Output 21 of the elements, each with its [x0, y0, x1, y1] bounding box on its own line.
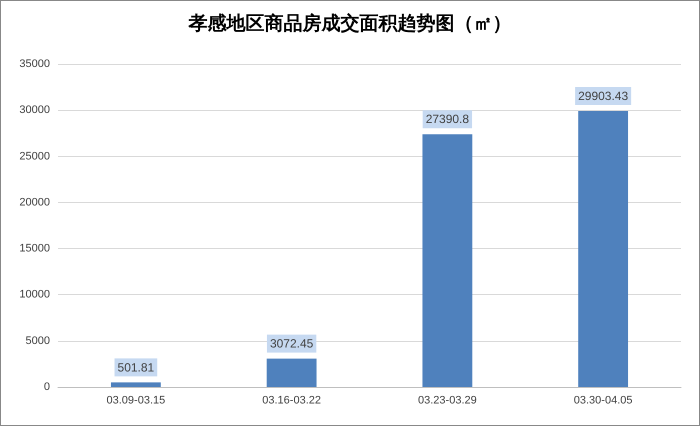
y-tick-label: 15000 [19, 242, 50, 255]
x-tick-label: 03.23-03.29 [418, 394, 477, 406]
y-tick-label: 5000 [26, 334, 50, 347]
y-tick-label: 0 [44, 381, 50, 393]
x-tick-label: 03.16-03.22 [262, 394, 321, 406]
data-label: 29903.43 [578, 89, 628, 104]
data-label: 3072.45 [270, 336, 314, 351]
data-label: 27390.8 [426, 112, 470, 126]
y-tick-label: 10000 [19, 288, 50, 301]
y-tick-label: 20000 [19, 196, 50, 208]
chart-title: 孝感地区商品房成交面积趋势图（㎡） [188, 12, 512, 34]
y-tick-label: 35000 [19, 58, 50, 70]
y-tick-label: 25000 [19, 150, 50, 162]
x-tick-label: 03.30-04.05 [574, 394, 632, 406]
bar [110, 382, 161, 387]
bar [266, 358, 317, 387]
bar [578, 111, 628, 387]
x-tick-label: 03.09-03.15 [106, 394, 166, 406]
data-label: 501.81 [118, 360, 155, 374]
bar [422, 134, 472, 387]
y-tick-label: 30000 [19, 104, 50, 116]
